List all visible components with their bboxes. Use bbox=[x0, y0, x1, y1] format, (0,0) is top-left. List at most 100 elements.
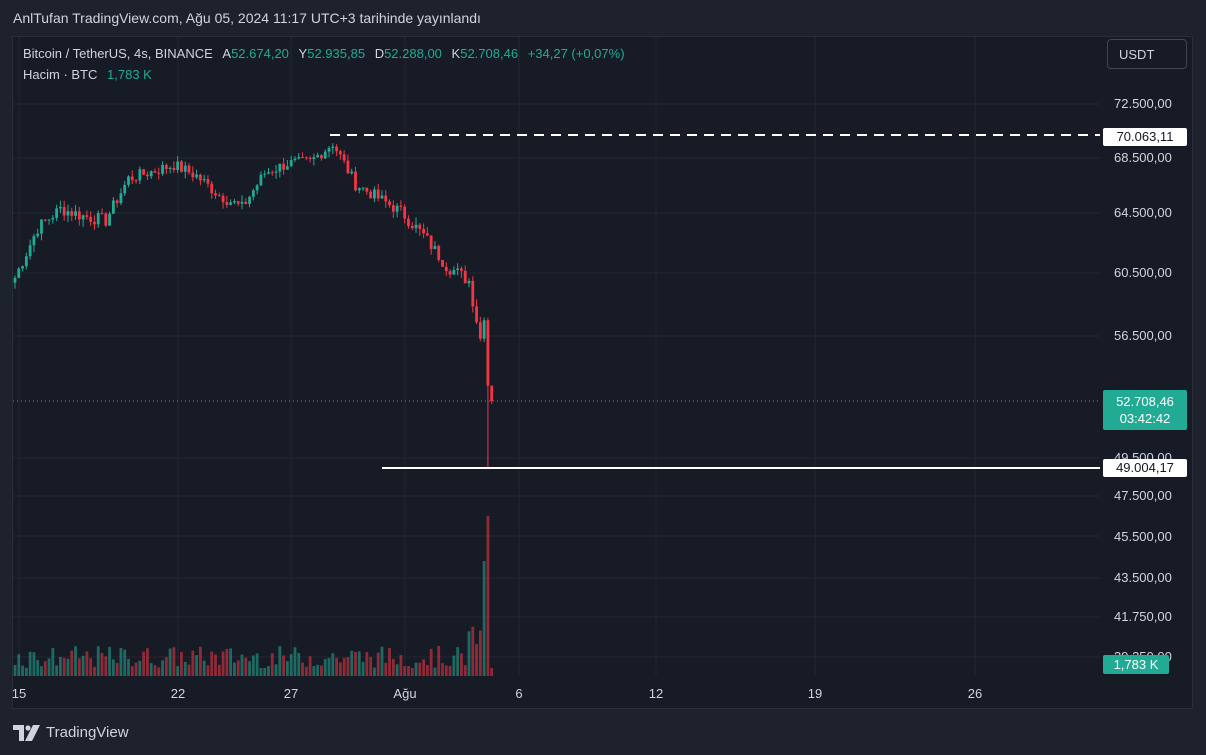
x-tick: 27 bbox=[283, 686, 299, 701]
volume-bar bbox=[96, 646, 100, 676]
candle-body bbox=[127, 176, 130, 185]
candle-body bbox=[270, 172, 274, 174]
high-level-tag[interactable]: 70.063,11 bbox=[1103, 128, 1187, 146]
x-tick: 19 bbox=[807, 686, 823, 701]
volume-bar bbox=[448, 665, 452, 676]
volume-bar bbox=[475, 644, 478, 676]
volume-bar bbox=[236, 660, 240, 676]
volume-bar bbox=[418, 662, 422, 676]
candle-body bbox=[471, 280, 475, 307]
candle-body bbox=[384, 195, 388, 202]
open-label: A bbox=[222, 46, 232, 61]
volume-bar bbox=[210, 651, 214, 676]
candle-body bbox=[448, 271, 452, 275]
high-label: Y bbox=[298, 46, 308, 61]
candle-body bbox=[274, 171, 278, 173]
candle-body bbox=[320, 155, 323, 159]
volume-bar bbox=[376, 652, 380, 676]
candle-body bbox=[278, 163, 282, 172]
volume-bar bbox=[361, 661, 365, 676]
volume-bar bbox=[164, 657, 168, 676]
candle-body bbox=[361, 187, 365, 189]
candle-body bbox=[354, 171, 357, 191]
candle-body bbox=[391, 205, 395, 212]
candle-body bbox=[17, 268, 21, 278]
candle-body bbox=[13, 277, 17, 283]
candle-body bbox=[373, 189, 376, 199]
volume-bar bbox=[320, 665, 323, 676]
volume-bar bbox=[441, 663, 444, 676]
volume-bar bbox=[425, 665, 429, 676]
last-price-tag[interactable]: 52.708,46 03:42:42 bbox=[1103, 390, 1187, 430]
volume-bar bbox=[350, 650, 354, 676]
volume-bar bbox=[40, 666, 43, 676]
volume-bar bbox=[267, 666, 270, 676]
candle-body bbox=[221, 195, 225, 203]
volume-bar bbox=[51, 648, 55, 676]
candle-body bbox=[410, 225, 414, 229]
volume-bar bbox=[17, 654, 21, 676]
volume-bar bbox=[111, 659, 115, 676]
volume-bar bbox=[70, 650, 74, 676]
candle-body bbox=[36, 233, 40, 237]
volume-bar bbox=[119, 648, 123, 676]
symbol-title[interactable]: Bitcoin / TetherUS, 4s, BINANCE bbox=[23, 46, 213, 61]
candle-body bbox=[100, 213, 104, 215]
volume-bar bbox=[407, 666, 410, 676]
volume-label[interactable]: Hacim · BTC bbox=[23, 67, 98, 82]
volume-bar bbox=[198, 646, 202, 676]
candle-body bbox=[425, 233, 429, 236]
candle-body bbox=[357, 188, 361, 191]
chart-frame[interactable] bbox=[12, 36, 1193, 709]
currency-button[interactable]: USDT bbox=[1107, 39, 1187, 69]
candle-body bbox=[236, 201, 240, 204]
low-level-tag[interactable]: 49.004,17 bbox=[1103, 459, 1187, 477]
volume-bar bbox=[104, 656, 108, 676]
volume-bar bbox=[214, 654, 217, 676]
y-tick: 45.500,00 bbox=[1114, 529, 1172, 544]
candle-body bbox=[233, 201, 236, 203]
brand[interactable]: TradingView bbox=[13, 724, 129, 741]
candle-body bbox=[206, 179, 210, 184]
candle-body bbox=[157, 172, 161, 174]
volume-bar bbox=[81, 655, 85, 676]
candle-body bbox=[172, 167, 176, 171]
candle-body bbox=[388, 201, 391, 206]
candle-body bbox=[115, 200, 119, 204]
volume-bar bbox=[153, 665, 157, 676]
y-tick: 68.500,00 bbox=[1114, 150, 1172, 165]
candle-body bbox=[66, 211, 70, 216]
candle-body bbox=[24, 256, 28, 267]
candle-body bbox=[93, 221, 96, 225]
volume-bar bbox=[206, 665, 210, 676]
ohlc-legend: Bitcoin / TetherUS, 4s, BINANCE A52.674,… bbox=[23, 46, 625, 61]
candle-body bbox=[195, 174, 198, 178]
candle-body bbox=[327, 148, 331, 152]
candle-body bbox=[441, 259, 444, 267]
candle-body bbox=[217, 195, 221, 197]
volume-bar bbox=[278, 646, 282, 676]
candle-body bbox=[342, 154, 346, 161]
volume-bar bbox=[251, 655, 255, 676]
last-price-value: 52.708,46 bbox=[1116, 394, 1174, 409]
volume-bar bbox=[380, 646, 384, 676]
volume-bar bbox=[172, 647, 176, 676]
volume-bar bbox=[233, 662, 236, 676]
volume-bar bbox=[32, 652, 36, 676]
candle-body bbox=[316, 155, 320, 158]
volume-bar bbox=[365, 652, 369, 676]
volume-bar bbox=[482, 561, 486, 676]
volume-bar bbox=[93, 666, 96, 676]
volume-bar bbox=[433, 667, 437, 676]
volume-bar bbox=[134, 662, 138, 676]
volume-bar bbox=[127, 658, 130, 676]
candle-body bbox=[418, 224, 422, 229]
candle-body bbox=[380, 195, 384, 199]
candle-body bbox=[456, 268, 460, 270]
candle-body bbox=[297, 157, 301, 159]
volume-bar bbox=[342, 657, 346, 676]
candle-body bbox=[153, 171, 157, 173]
volume-bar bbox=[444, 665, 448, 676]
volume-bar bbox=[486, 516, 490, 676]
